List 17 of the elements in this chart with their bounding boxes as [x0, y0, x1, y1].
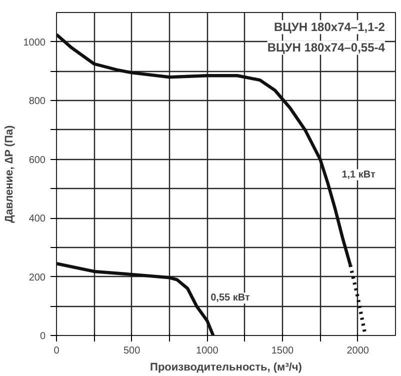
x-tick-label: 1500	[271, 346, 294, 356]
y-axis-title: Давление, ∆P (Па)	[3, 125, 16, 223]
y-tick-label: 1000	[23, 37, 46, 48]
x-tick-label: 2000	[346, 346, 370, 356]
y-tick-label: 200	[28, 272, 46, 284]
series-label: 0,55 кВт	[210, 292, 250, 304]
y-tick-label: 400	[28, 214, 46, 225]
y-tick-label: 0	[40, 331, 46, 342]
y-tick-label: 800	[28, 96, 46, 108]
annotation: ВЦУН 180x74–0,55-4	[267, 40, 386, 55]
x-tick-label: 0	[54, 346, 60, 356]
series-label: 1,1 кВт	[342, 169, 376, 180]
y-tick-label: 600	[28, 154, 46, 166]
x-axis-title: Производительность, (м³/ч)	[150, 362, 302, 374]
x-tick-label: 1000	[196, 346, 219, 356]
annotation: ВЦУН 180x74–1,1-2	[274, 20, 386, 34]
x-tick-label: 500	[123, 346, 141, 356]
